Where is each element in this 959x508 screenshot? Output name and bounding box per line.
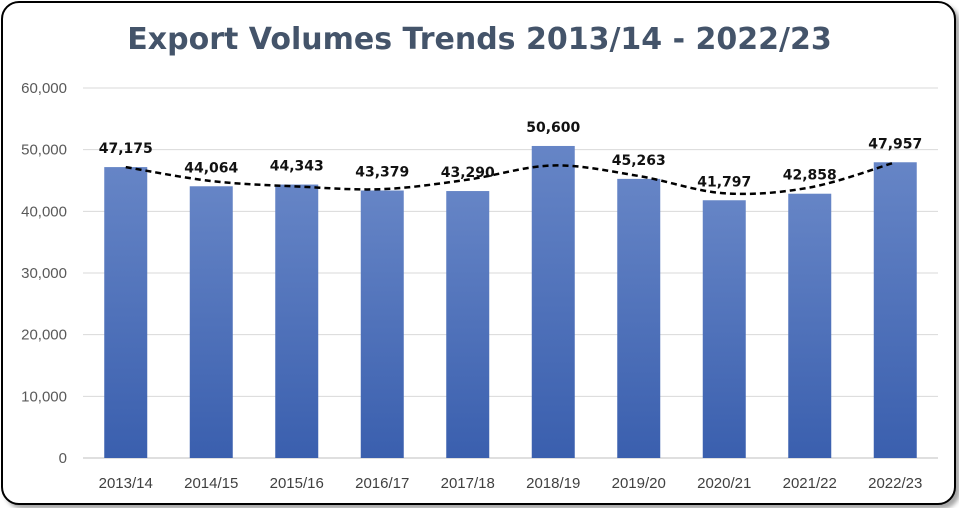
x-tick-label: 2022/23 xyxy=(868,475,922,492)
y-tick-label: 0 xyxy=(59,450,67,467)
x-tick-label: 2013/14 xyxy=(99,475,153,492)
y-tick-label: 10,000 xyxy=(21,388,67,405)
x-tick-label: 2015/16 xyxy=(270,475,324,492)
trendline xyxy=(125,161,896,196)
data-label: 44,064 xyxy=(184,160,238,176)
x-tick-label: 2019/20 xyxy=(612,475,666,492)
bar xyxy=(446,191,490,459)
bar xyxy=(104,167,148,458)
data-label: 47,175 xyxy=(99,141,153,157)
bar xyxy=(617,178,661,458)
bar xyxy=(788,193,832,459)
x-tick-label: 2014/15 xyxy=(184,475,238,492)
chart-title: Export Volumes Trends 2013/14 - 2022/23 xyxy=(127,22,832,57)
y-tick-label: 60,000 xyxy=(21,80,67,97)
bar xyxy=(531,145,575,458)
bar xyxy=(275,184,319,458)
y-tick-label: 30,000 xyxy=(21,265,67,282)
data-label: 45,263 xyxy=(612,153,666,169)
bar xyxy=(702,200,746,458)
y-tick-label: 40,000 xyxy=(21,203,67,220)
data-label: 43,290 xyxy=(441,165,495,181)
bar xyxy=(360,190,404,459)
x-tick-label: 2018/19 xyxy=(526,475,580,492)
data-label: 50,600 xyxy=(526,120,580,136)
x-tick-label: 2017/18 xyxy=(441,475,495,492)
data-label: 43,379 xyxy=(355,164,409,180)
x-tick-label: 2016/17 xyxy=(355,475,409,492)
y-tick-label: 50,000 xyxy=(21,142,67,159)
bar xyxy=(873,162,917,458)
data-label: 42,858 xyxy=(783,168,837,184)
x-tick-label: 2020/21 xyxy=(697,475,751,492)
y-tick-label: 20,000 xyxy=(21,327,67,344)
x-tick-label: 2021/22 xyxy=(783,475,837,492)
data-label: 44,343 xyxy=(270,159,324,175)
data-label: 41,797 xyxy=(697,174,751,190)
data-label: 47,957 xyxy=(868,136,922,152)
bar xyxy=(189,186,233,458)
